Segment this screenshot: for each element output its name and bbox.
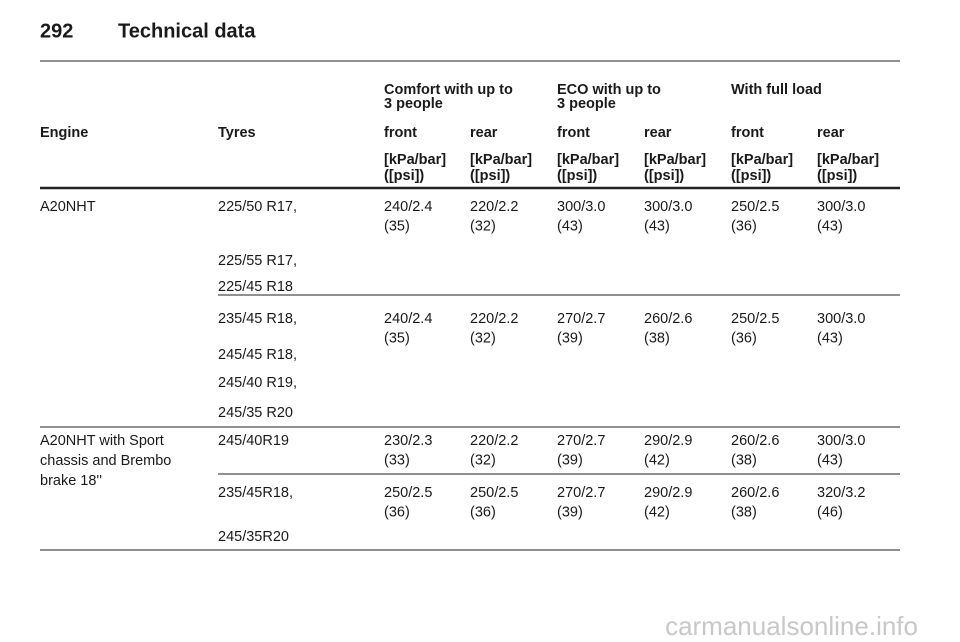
- pressure: 300/3.0: [817, 199, 865, 215]
- pressure: 300/3.0: [817, 311, 865, 327]
- unit-header: ([psi]): [384, 168, 424, 184]
- tyre: 235/45 R18,: [218, 311, 297, 327]
- column-header: rear: [470, 125, 498, 141]
- engine: chassis and Brembo: [40, 453, 171, 469]
- page-number: 292: [40, 20, 73, 42]
- pressure: (32): [470, 330, 496, 346]
- engine: A20NHT with Sport: [40, 433, 164, 449]
- unit-header: ([psi]): [731, 168, 771, 184]
- engine: A20NHT: [40, 199, 96, 215]
- unit-header: [kPa/bar]: [731, 152, 793, 168]
- pressure: (32): [470, 452, 496, 468]
- pressure: (33): [384, 452, 410, 468]
- pressure: (32): [470, 218, 496, 234]
- engine: brake 18'': [40, 473, 102, 489]
- pressure: (43): [644, 218, 670, 234]
- pressure: 240/2.4: [384, 311, 432, 327]
- pressure: (39): [557, 452, 583, 468]
- column-header: rear: [817, 125, 845, 141]
- group-header: 3 people: [384, 96, 443, 112]
- pressure: (35): [384, 330, 410, 346]
- pressure: 260/2.6: [644, 311, 692, 327]
- column-header: Engine: [40, 125, 88, 141]
- pressure: 290/2.9: [644, 433, 692, 449]
- page-title: Technical data: [118, 20, 256, 42]
- pressure: 270/2.7: [557, 433, 605, 449]
- pressure: (39): [557, 504, 583, 520]
- tyre: 245/35 R20: [218, 405, 293, 421]
- tyre: 225/50 R17,: [218, 199, 297, 215]
- column-header: front: [384, 125, 417, 141]
- pressure: 250/2.5: [731, 311, 779, 327]
- pressure: (42): [644, 452, 670, 468]
- unit-header: [kPa/bar]: [817, 152, 879, 168]
- tyre: 245/35R20: [218, 529, 289, 545]
- unit-header: [kPa/bar]: [470, 152, 532, 168]
- pressure: (43): [557, 218, 583, 234]
- pressure: 220/2.2: [470, 199, 518, 215]
- pressure: (43): [817, 452, 843, 468]
- tyre: 235/45R18,: [218, 485, 293, 501]
- pressure: 300/3.0: [557, 199, 605, 215]
- pressure: 270/2.7: [557, 311, 605, 327]
- pressure: (39): [557, 330, 583, 346]
- pressure: 260/2.6: [731, 433, 779, 449]
- tyre: 225/45 R18: [218, 279, 293, 295]
- pressure: (36): [470, 504, 496, 520]
- pressure: (36): [384, 504, 410, 520]
- pressure: (46): [817, 504, 843, 520]
- pressure: (38): [731, 504, 757, 520]
- watermark: carmanualsonline.info: [665, 611, 918, 641]
- pressure: 240/2.4: [384, 199, 432, 215]
- unit-header: [kPa/bar]: [557, 152, 619, 168]
- pressure: 220/2.2: [470, 311, 518, 327]
- pressure: (38): [644, 330, 670, 346]
- unit-header: ([psi]): [644, 168, 684, 184]
- pressure: 250/2.5: [731, 199, 779, 215]
- unit-header: ([psi]): [557, 168, 597, 184]
- group-header: Comfort with up to: [384, 82, 513, 98]
- unit-header: ([psi]): [817, 168, 857, 184]
- pressure: 260/2.6: [731, 485, 779, 501]
- pressure: (38): [731, 452, 757, 468]
- pressure: (36): [731, 330, 757, 346]
- column-header: rear: [644, 125, 672, 141]
- group-header: ECO with up to: [557, 82, 661, 98]
- pressure: 220/2.2: [470, 433, 518, 449]
- pressure: (35): [384, 218, 410, 234]
- column-header: front: [557, 125, 590, 141]
- unit-header: ([psi]): [470, 168, 510, 184]
- pressure: 270/2.7: [557, 485, 605, 501]
- tyre: 225/55 R17,: [218, 253, 297, 269]
- pressure: 300/3.0: [644, 199, 692, 215]
- pressure: 300/3.0: [817, 433, 865, 449]
- pressure: (36): [731, 218, 757, 234]
- column-header: front: [731, 125, 764, 141]
- pressure: (42): [644, 504, 670, 520]
- pressure: (43): [817, 330, 843, 346]
- unit-header: [kPa/bar]: [644, 152, 706, 168]
- pressure: 320/3.2: [817, 485, 865, 501]
- pressure: 250/2.5: [384, 485, 432, 501]
- tyre: 245/40 R19,: [218, 375, 297, 391]
- group-header: With full load: [731, 82, 822, 98]
- tyre: 245/40R19: [218, 433, 289, 449]
- column-header: Tyres: [218, 125, 256, 141]
- tyre: 245/45 R18,: [218, 347, 297, 363]
- unit-header: [kPa/bar]: [384, 152, 446, 168]
- pressure: 230/2.3: [384, 433, 432, 449]
- pressure: 290/2.9: [644, 485, 692, 501]
- pressure: 250/2.5: [470, 485, 518, 501]
- pressure: (43): [817, 218, 843, 234]
- group-header: 3 people: [557, 96, 616, 112]
